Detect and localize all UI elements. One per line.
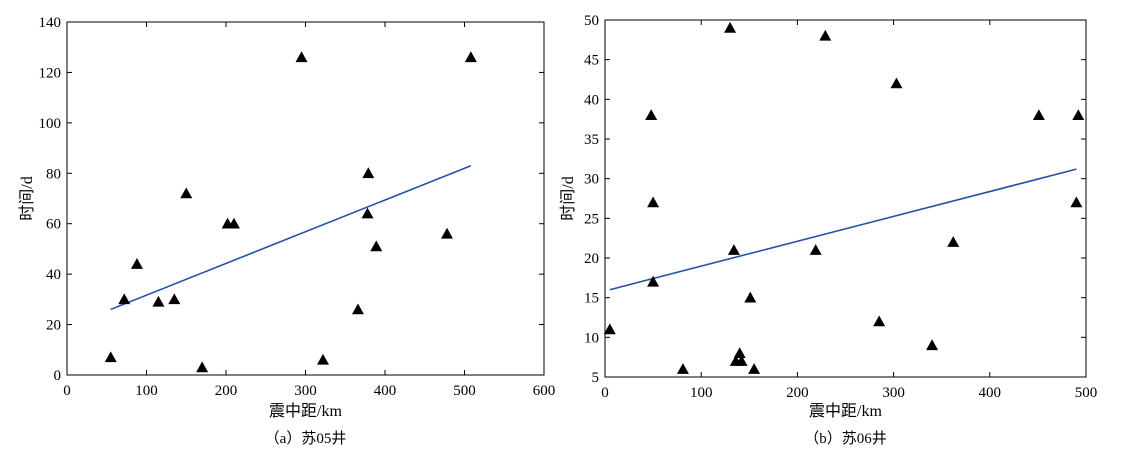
y-tick-label: 30 [584, 172, 599, 188]
data-point [603, 323, 616, 335]
y-tick-label: 0 [54, 368, 62, 384]
data-point [152, 295, 165, 307]
y-axis-label: 时间/d [559, 176, 577, 220]
data-point [180, 187, 193, 199]
data-point [733, 347, 746, 358]
data-point [227, 217, 240, 229]
y-tick-label: 45 [584, 53, 599, 69]
data-point [647, 275, 660, 287]
x-tick-label: 300 [294, 383, 317, 399]
x-tick-label: 600 [533, 383, 556, 399]
x-tick-label: 100 [690, 385, 713, 401]
data-point [361, 207, 374, 219]
panel-caption: （b）苏06井 [804, 430, 887, 447]
y-tick-label: 15 [584, 291, 599, 307]
y-tick-label: 10 [584, 330, 599, 346]
data-point [647, 196, 660, 208]
data-point [676, 363, 689, 374]
y-tick-label: 20 [46, 318, 61, 334]
data-point [926, 339, 939, 351]
chart-panel-1: 0 100 200 300 400 500 5 10 15 20 25 30 35 40 45 50 震中距/k… [559, 13, 1097, 447]
data-point [196, 361, 209, 373]
y-axis-label: 时间/d [18, 176, 36, 220]
y-tick-label: 25 [584, 211, 599, 227]
data-point [724, 21, 737, 33]
y-tick-label: 20 [584, 251, 599, 267]
x-tick-label: 0 [63, 383, 71, 399]
y-tick-label: 100 [39, 116, 62, 132]
data-point [118, 293, 131, 305]
x-axis-label: 震中距/km [809, 402, 882, 420]
y-tick-label: 40 [584, 92, 599, 108]
data-point [130, 258, 143, 269]
y-tick-label: 80 [46, 166, 61, 182]
y-tick-label: 50 [584, 13, 599, 29]
data-point [1070, 196, 1083, 208]
data-point [890, 77, 903, 89]
data-point [873, 315, 886, 327]
data-point [441, 227, 454, 239]
x-axis-label: 震中距/km [269, 402, 342, 420]
y-tick-label: 40 [46, 267, 61, 283]
data-point [104, 351, 117, 363]
data-point [316, 353, 329, 365]
y-tick-label: 5 [592, 370, 600, 386]
data-point [168, 293, 181, 305]
x-tick-label: 500 [453, 383, 476, 399]
y-tick-label: 140 [39, 15, 62, 31]
y-tick-label: 60 [46, 217, 61, 233]
y-tick-label: 35 [584, 132, 599, 148]
trend-line [609, 168, 1077, 291]
plot-frame [66, 21, 545, 376]
y-tick-label: 120 [39, 65, 62, 81]
data-point [809, 244, 822, 255]
x-tick-label: 500 [1075, 385, 1098, 401]
data-point [748, 363, 761, 374]
plot-frame [604, 19, 1087, 378]
data-point [1072, 109, 1085, 120]
data-point [735, 355, 748, 366]
data-point [295, 51, 308, 63]
x-tick-label: 400 [979, 385, 1002, 401]
panel-caption: （a）苏05井 [265, 430, 347, 447]
x-tick-label: 200 [215, 383, 238, 399]
trend-line [110, 164, 472, 311]
data-point [727, 244, 740, 255]
chart-panel-0: 0 100 200 300 400 500 600 0 20 40 60 80 100 120 140 震中距… [18, 15, 555, 447]
data-point [362, 167, 375, 179]
x-tick-label: 100 [135, 383, 158, 399]
x-tick-label: 400 [374, 383, 397, 399]
data-point [370, 240, 383, 252]
data-point [947, 236, 960, 247]
data-point [819, 29, 832, 41]
x-tick-label: 200 [786, 385, 809, 401]
data-point [744, 291, 757, 303]
data-point [351, 303, 364, 315]
data-point [1032, 109, 1045, 120]
x-tick-label: 300 [882, 385, 905, 401]
data-point [464, 51, 477, 63]
data-point [645, 109, 658, 120]
x-tick-label: 0 [601, 385, 609, 401]
